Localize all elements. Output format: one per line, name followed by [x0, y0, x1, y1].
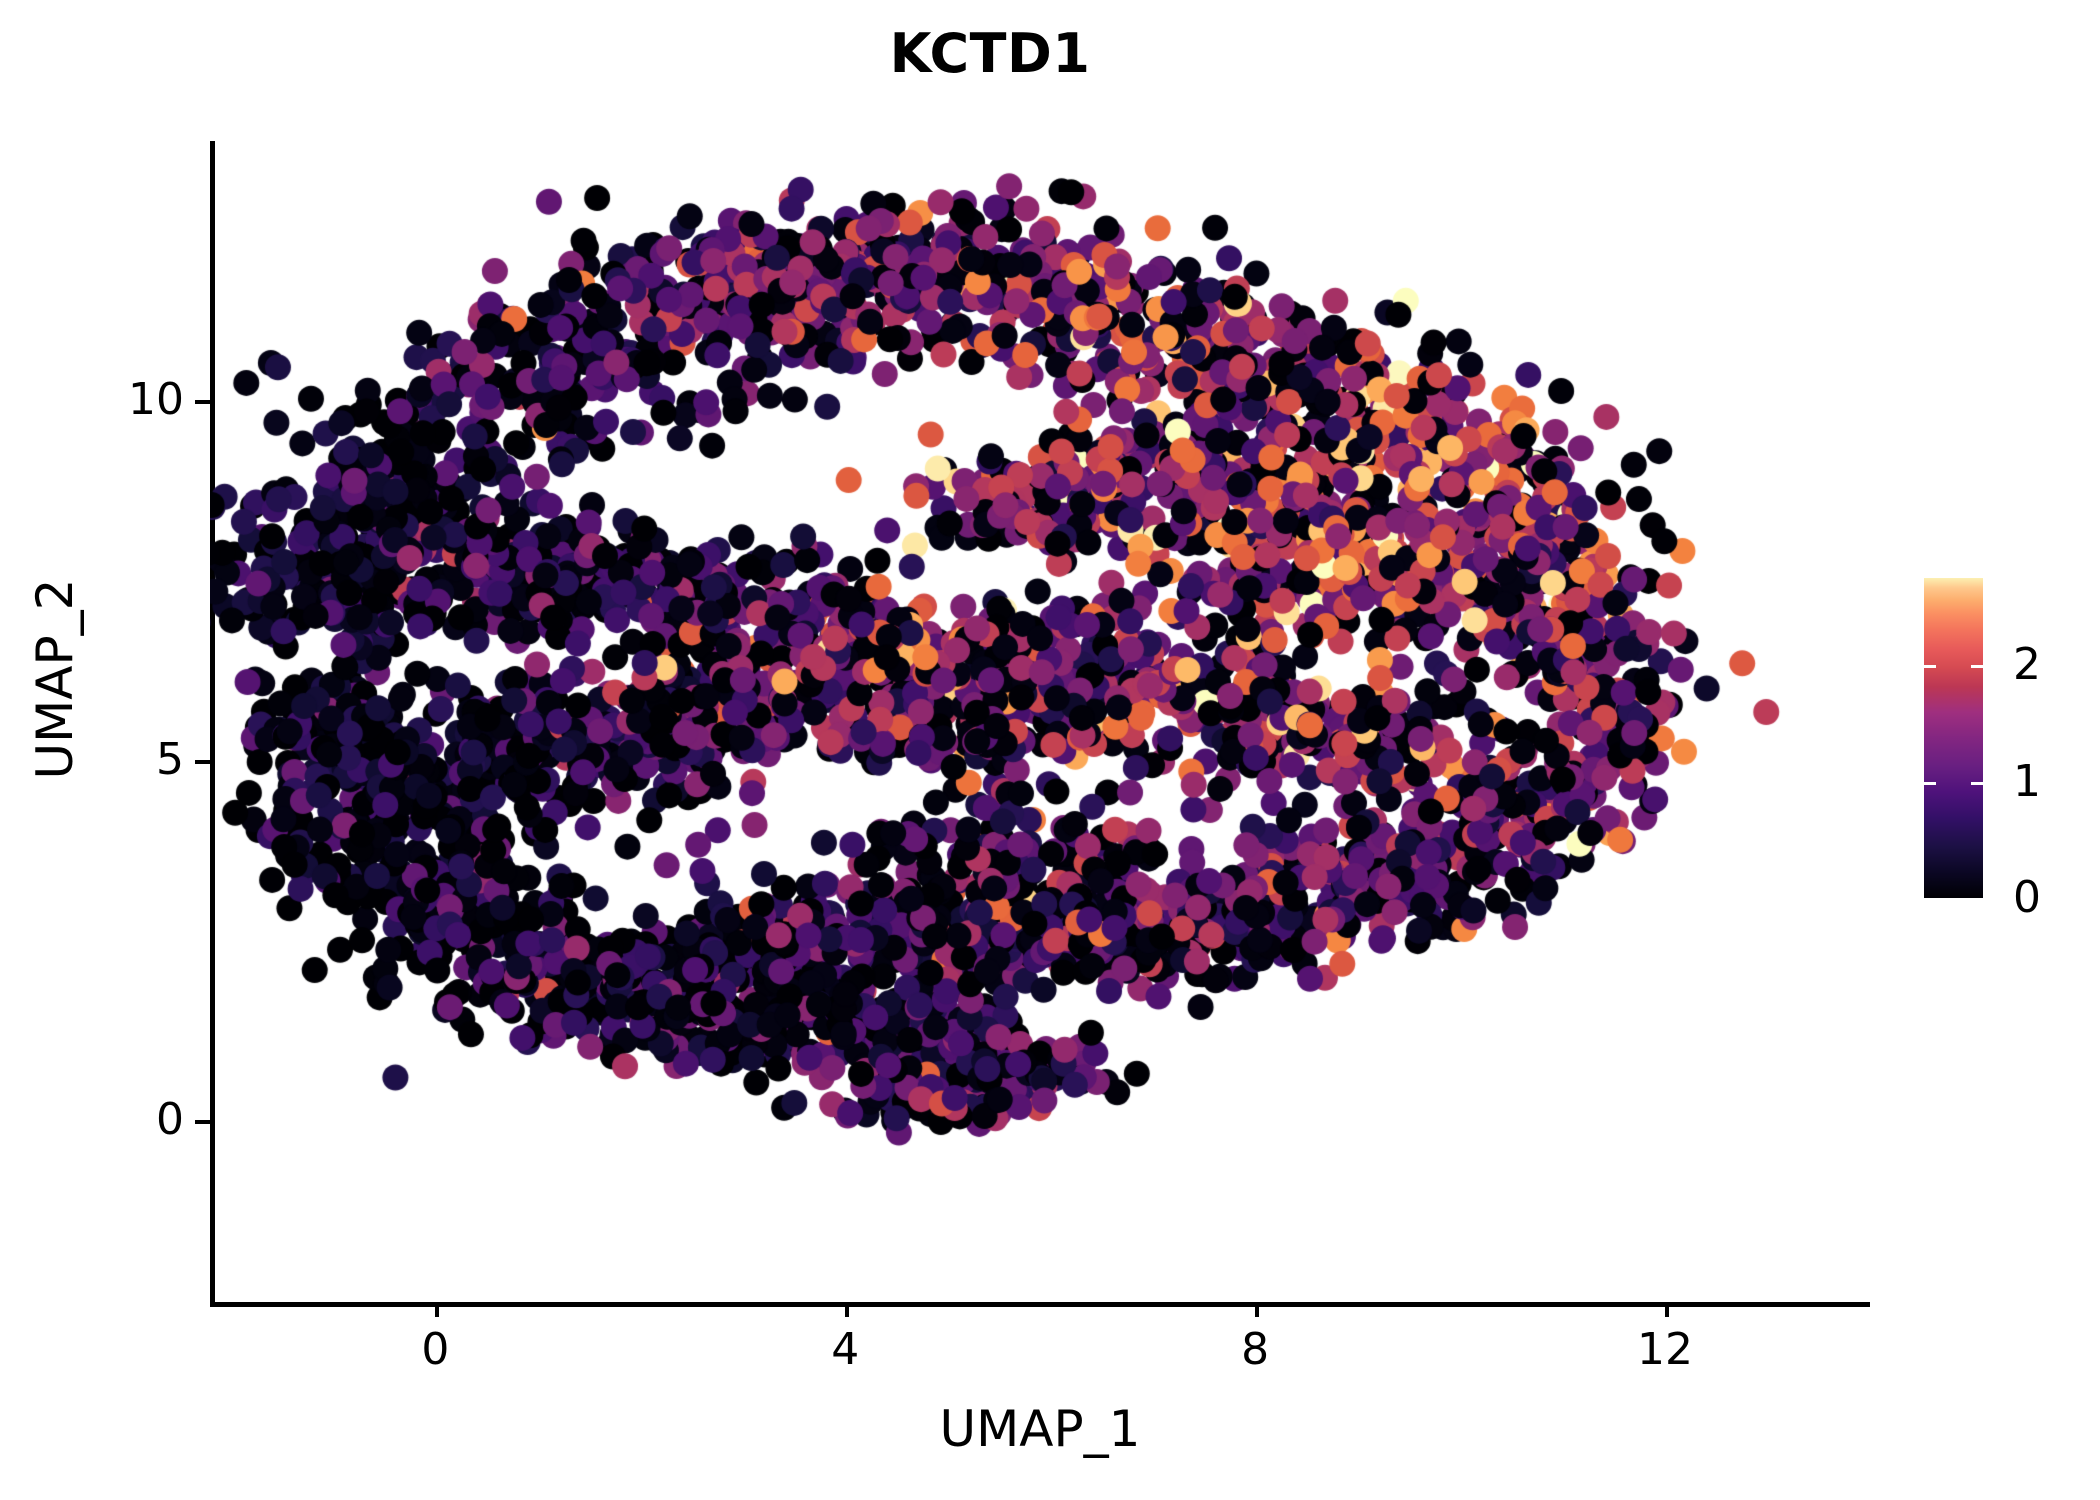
colorbar-tick-mark: [1924, 781, 1936, 785]
y-tick-label: 10: [128, 374, 184, 426]
colorbar-tick-mark: [1971, 665, 1983, 669]
y-tick-label: 5: [156, 733, 184, 785]
colorbar-gradient: [1924, 578, 1983, 898]
x-tick-mark: [1665, 1302, 1670, 1317]
y-axis-label: UMAP_2: [26, 578, 84, 780]
colorbar-tick-label: 1: [2013, 755, 2041, 807]
colorbar-tick-mark: [1924, 898, 1936, 901]
y-tick-label: 0: [156, 1093, 184, 1145]
x-tick-mark: [1255, 1302, 1260, 1317]
x-tick-label: 4: [831, 1324, 860, 1375]
colorbar: 0 1 2: [1924, 578, 2041, 920]
y-tick-mark: [195, 759, 210, 764]
page-title: KCTD1: [889, 22, 1091, 85]
colorbar-tick-label: 0: [2013, 872, 2041, 923]
colorbar-tick-label: 2: [2013, 639, 2041, 691]
colorbar-tick-mark: [1971, 898, 1983, 901]
scatter-canvas: [210, 141, 1870, 1307]
x-tick-mark: [435, 1302, 440, 1317]
x-tick-label: 0: [421, 1324, 450, 1375]
y-tick-mark: [195, 1119, 210, 1124]
y-tick-mark: [195, 400, 210, 405]
x-tick-mark: [845, 1302, 850, 1317]
plot-axes: 0 5 10 0 4 8 12: [128, 141, 1870, 1372]
colorbar-tick-mark: [1971, 781, 1983, 785]
x-tick-label: 12: [1637, 1324, 1694, 1375]
colorbar-tick-mark: [1924, 665, 1936, 669]
x-tick-label: 8: [1241, 1324, 1270, 1375]
x-axis-label: UMAP_1: [939, 1400, 1141, 1458]
